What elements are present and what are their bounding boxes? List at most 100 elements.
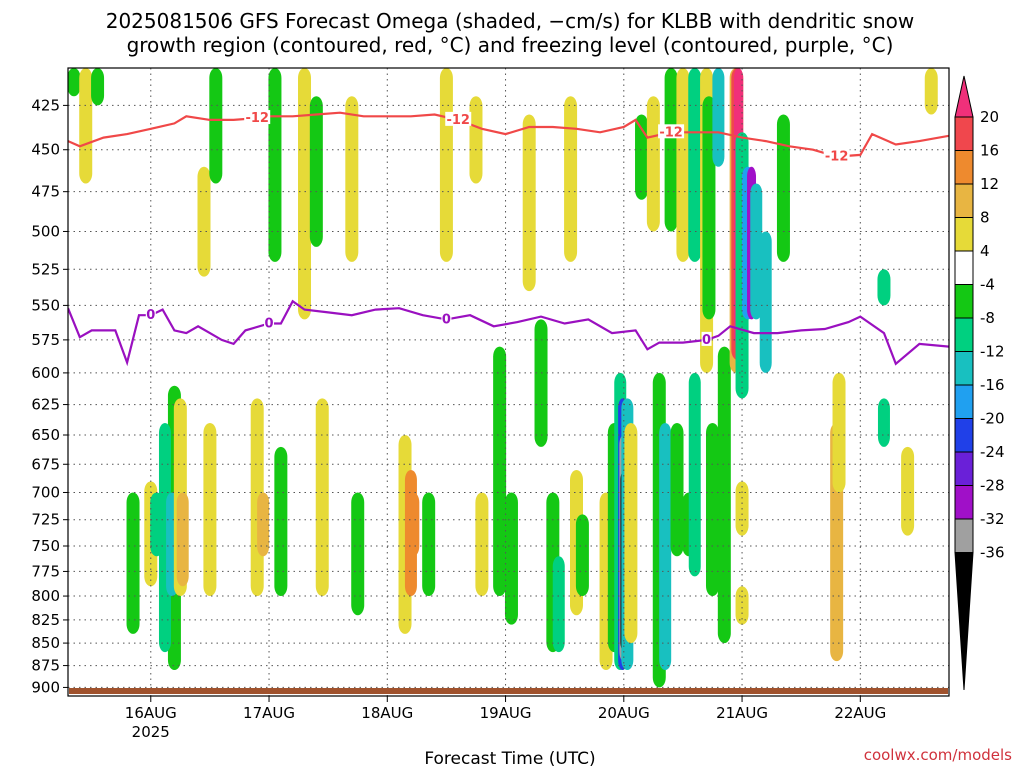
omega-cell (309, 96, 323, 247)
colorbar-segment (954, 384, 974, 419)
x-tick-sublabel: 2025 (132, 723, 170, 741)
omega-cell (575, 514, 589, 597)
omega-cell (646, 96, 660, 232)
colorbar-label: 20 (980, 108, 999, 126)
freezing-label-bg (145, 307, 156, 322)
omega-cell (750, 183, 763, 320)
colorbar-label: -20 (980, 410, 1005, 428)
x-tick-label: 21AUG (716, 704, 768, 722)
omega-cell (670, 422, 684, 557)
y-tick-label: 750 (31, 537, 60, 555)
omega-cell (79, 68, 93, 184)
y-tick-label: 825 (31, 611, 60, 629)
colorbar-label: 16 (980, 142, 999, 160)
freezing-contour-label: 0 (146, 308, 155, 323)
x-axis-label: Forecast Time (UTC) (424, 749, 595, 768)
colorbar-label: -24 (980, 443, 1005, 461)
x-tick-label: 22AUG (834, 704, 886, 722)
colorbar-segment (954, 485, 974, 520)
omega-cell (624, 422, 638, 644)
colorbar-top-arrow (954, 75, 974, 118)
dgz-label-bg (658, 124, 685, 139)
freezing-level-contour (68, 299, 949, 367)
dgz-label-bg (244, 110, 271, 125)
y-tick-label: 775 (31, 562, 60, 580)
colorbar-label: -32 (980, 510, 1005, 528)
omega-cell (345, 96, 359, 262)
colorbar-label: -4 (980, 276, 995, 294)
omega-cell (493, 346, 507, 597)
omega-cell (552, 556, 565, 653)
y-tick-label: 450 (31, 141, 60, 159)
omega-cell (901, 446, 915, 536)
omega-cell (126, 492, 140, 634)
omega-cell (274, 446, 288, 597)
omega-cell (522, 114, 536, 292)
omega-cell (688, 68, 702, 262)
y-tick-label: 500 (31, 222, 60, 240)
omega-cell (924, 68, 938, 115)
omega-cell (475, 492, 489, 597)
omega-cell (298, 68, 312, 320)
omega-shading (68, 68, 938, 688)
colorbar-label: -28 (980, 477, 1005, 495)
y-tick-label: 550 (31, 296, 60, 314)
omega-cell (504, 492, 518, 625)
colorbar-label: -8 (980, 309, 995, 327)
y-tick-label: 700 (31, 483, 60, 501)
freezing-label-bg (264, 315, 275, 330)
contour-lines: -12 -12 -12 -12 0 0 0 0 (68, 110, 949, 367)
colorbar-segment (954, 351, 974, 386)
plot-frame (67, 67, 950, 697)
omega-cell (422, 492, 436, 597)
x-tick-label: 18AUG (361, 704, 413, 722)
terrain-strip (69, 688, 948, 694)
colorbar-label: -36 (980, 544, 1005, 562)
freezing-contour-label: 0 (442, 312, 451, 327)
y-tick-label: 625 (31, 396, 60, 414)
omega-cell (257, 492, 270, 557)
y-tick-label: 650 (31, 426, 60, 444)
y-tick-label: 675 (31, 455, 60, 473)
omega-cell (268, 68, 282, 262)
omega-cell (702, 96, 716, 320)
colorbar-label: 8 (980, 209, 990, 227)
omega-cell (534, 319, 548, 447)
y-axis-ticks: 425 450 475 500 525 550 575 600 625 650 675 700 725 7… (31, 96, 68, 696)
colorbar-label: -16 (980, 376, 1005, 394)
omega-cell (712, 68, 725, 167)
colorbar-segment (954, 250, 974, 285)
chart-title-line1: 2025081506 GFS Forecast Omega (shaded, −… (106, 9, 915, 33)
colorbar-label: 12 (980, 175, 999, 193)
omega-cell (351, 492, 365, 616)
omega-cell (659, 422, 672, 670)
y-tick-label: 600 (31, 364, 60, 382)
credit-text: coolwx.com/models (864, 746, 1012, 764)
omega-cell (877, 269, 891, 306)
omega-cell (203, 422, 217, 597)
freezing-label-bg (701, 331, 712, 346)
omega-cell (832, 372, 846, 493)
omega-cell (717, 346, 731, 644)
dgz-minus12-contour (68, 111, 949, 158)
y-tick-label: 525 (31, 260, 60, 278)
omega-cell (877, 398, 890, 447)
y-tick-label: 425 (31, 96, 60, 114)
y-tick-label: 800 (31, 587, 60, 605)
colorbar-segment (954, 284, 974, 319)
colorbar: 20 16 12 8 4 -4 -8 -12 -16 -20 -24 -28 -32 -36 (954, 75, 1005, 691)
x-tick-label: 17AUG (243, 704, 295, 722)
freezing-contour-label: 0 (702, 333, 711, 348)
omega-cell (315, 398, 329, 597)
colorbar-segment (954, 518, 974, 553)
colorbar-segment (954, 116, 974, 151)
omega-cell (776, 114, 790, 262)
colorbar-label: 4 (980, 242, 990, 260)
y-tick-label: 575 (31, 331, 60, 349)
y-tick-label: 875 (31, 657, 60, 675)
dgz-contour-label: -12 (825, 150, 849, 165)
x-tick-label: 16AUG (125, 704, 177, 722)
y-tick-label: 850 (31, 634, 60, 652)
